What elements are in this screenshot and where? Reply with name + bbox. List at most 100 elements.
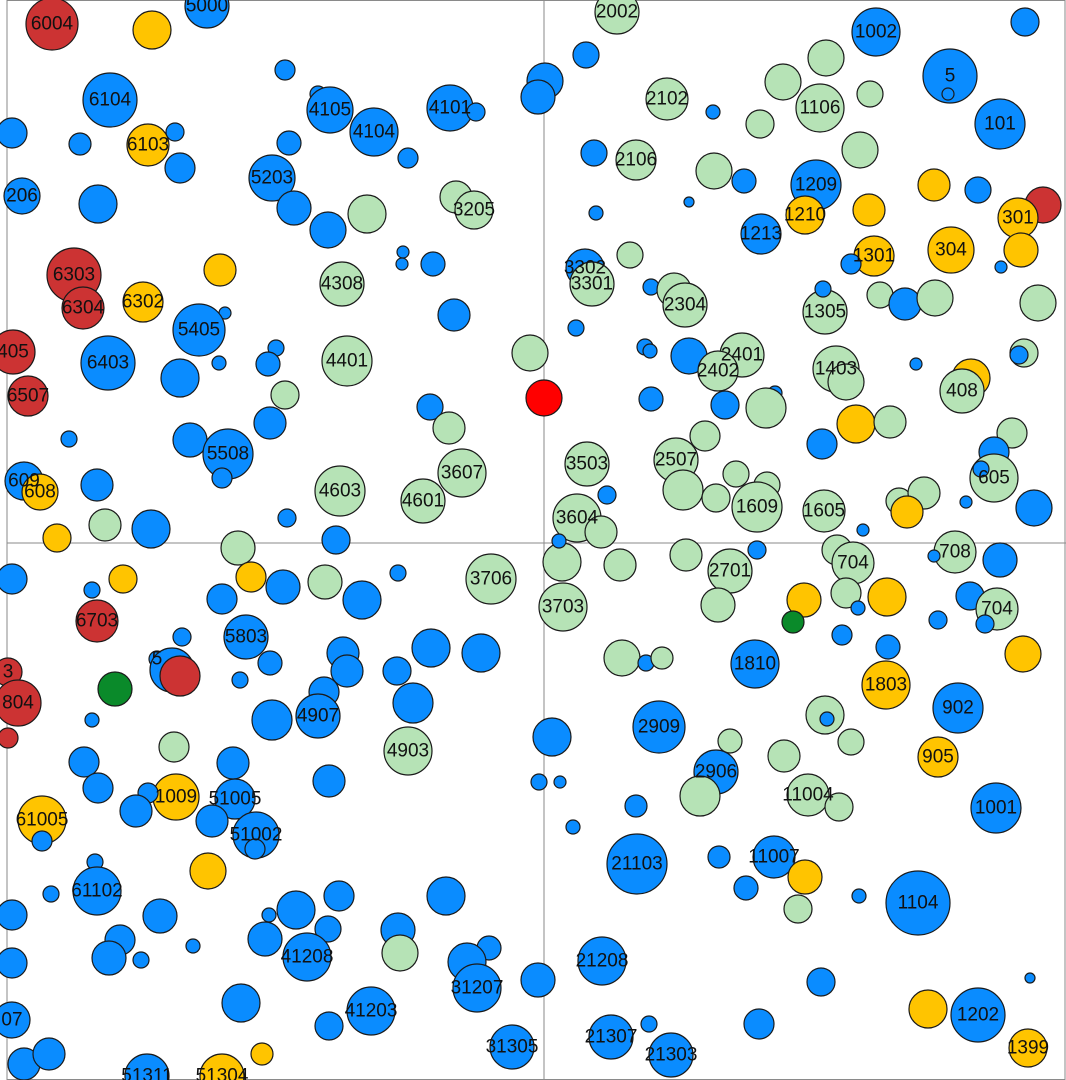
bubble-light-green-58[interactable] <box>88 508 122 542</box>
bubble-1810[interactable] <box>730 639 780 689</box>
bubble-blue-126[interactable] <box>638 386 664 412</box>
bubble-yellow-282[interactable] <box>787 859 823 895</box>
bubble-4401[interactable] <box>321 335 373 387</box>
bubble-blue-147[interactable] <box>959 495 973 509</box>
bubble-blue-243[interactable] <box>982 542 1018 578</box>
bubble-blue-211[interactable] <box>314 915 342 943</box>
bubble-blue-46[interactable] <box>416 393 444 421</box>
bubble-light-green-255[interactable] <box>603 639 641 677</box>
bubble-blue-16[interactable] <box>397 147 419 169</box>
bubble-41208[interactable] <box>282 932 332 982</box>
bubble-red-172[interactable] <box>0 727 19 749</box>
bubble-light-green-63[interactable] <box>511 334 549 372</box>
bubble-blue-178[interactable] <box>382 656 412 686</box>
bubble-6103[interactable] <box>126 123 170 167</box>
bubble-31305[interactable] <box>489 1024 535 1070</box>
bubble-blue-293[interactable] <box>1024 972 1036 984</box>
bubble-light-green-273[interactable] <box>824 792 854 822</box>
bubble-blue-242[interactable] <box>927 549 941 563</box>
bubble-blue-11[interactable] <box>68 132 92 156</box>
bubble-blue-71[interactable] <box>1010 7 1040 37</box>
bubble-light-green-264[interactable] <box>837 728 865 756</box>
bubble-blue-114[interactable] <box>642 343 658 359</box>
bubble-1301[interactable] <box>853 235 895 277</box>
bubble-blue-263[interactable] <box>819 711 835 727</box>
bubble-3706[interactable] <box>465 553 517 605</box>
bubble-1001[interactable] <box>970 782 1022 834</box>
bubble-blue-158[interactable] <box>265 569 301 605</box>
bubble-blue-277[interactable] <box>565 819 581 835</box>
bubble-light-green-217[interactable] <box>381 934 419 972</box>
bubble-light-green-233[interactable] <box>669 538 703 572</box>
bubble-blue-194[interactable] <box>119 794 153 828</box>
bubble-blue-20[interactable] <box>276 190 312 226</box>
bubble-3205[interactable] <box>454 190 494 230</box>
bubble-5405[interactable] <box>172 303 226 357</box>
bubble-blue-187[interactable] <box>68 746 100 778</box>
bubble-3703[interactable] <box>538 582 588 632</box>
bubble-blue-177[interactable] <box>330 654 364 688</box>
bubble-blue-218[interactable] <box>0 947 28 979</box>
bubble-blue-40[interactable] <box>211 355 227 371</box>
bubble-blue-102[interactable] <box>840 253 862 275</box>
bubble-1002[interactable] <box>851 7 901 57</box>
bubble-yellow-25[interactable] <box>203 253 237 287</box>
bubble-yellow-294[interactable] <box>908 989 948 1029</box>
bubble-blue-154[interactable] <box>0 563 28 595</box>
bubble-light-green-109[interactable] <box>1019 284 1057 322</box>
bubble-yellow-259[interactable] <box>1004 635 1042 673</box>
bubble-blue-298[interactable] <box>640 1015 658 1033</box>
bubble-light-green-75[interactable] <box>856 80 884 108</box>
bubble-light-green-137[interactable] <box>662 469 704 511</box>
bubble-green-173[interactable] <box>97 671 133 707</box>
bubble-1202[interactable] <box>950 987 1006 1043</box>
bubble-blue-207[interactable] <box>323 880 355 912</box>
bubble-yellow-104[interactable] <box>1003 232 1039 268</box>
bubble-21303[interactable] <box>648 1032 694 1078</box>
bubble-blue-283[interactable] <box>733 875 759 901</box>
bubble-blue-13[interactable] <box>165 122 185 142</box>
bubble-blue-60[interactable] <box>277 508 297 528</box>
bubble-yellow-1[interactable] <box>132 10 172 50</box>
bubble-blue-39[interactable] <box>255 351 281 377</box>
bubble-blue-19[interactable] <box>78 184 118 224</box>
bubble-blue-210[interactable] <box>276 890 316 930</box>
bubble-yellow-155[interactable] <box>108 564 138 594</box>
bubble-blue-209[interactable] <box>261 907 277 923</box>
bubble-4104[interactable] <box>349 107 399 157</box>
bubble-1399[interactable] <box>1008 1028 1048 1068</box>
bubble-blue-191[interactable] <box>312 764 346 798</box>
bubble-blue-253[interactable] <box>831 624 853 646</box>
bubble-blue-160[interactable] <box>342 580 382 620</box>
bubble-blue-49[interactable] <box>172 422 208 458</box>
bubble-blue-206[interactable] <box>142 898 178 934</box>
bubble-21208[interactable] <box>577 936 627 986</box>
bubble-21307[interactable] <box>588 1014 634 1060</box>
bubble-blue-213[interactable] <box>185 938 201 954</box>
bubble-6703[interactable] <box>75 599 119 643</box>
bubble-207[interactable] <box>0 1001 31 1039</box>
bubble-blue-292[interactable] <box>806 967 836 997</box>
bubble-blue-200[interactable] <box>31 830 53 852</box>
bubble-bright-red-302[interactable] <box>525 379 563 417</box>
bubble-light-green-232[interactable] <box>603 548 637 582</box>
bubble-blue-179[interactable] <box>411 628 451 668</box>
bubble-yellow-157[interactable] <box>235 561 267 593</box>
bubble-3503[interactable] <box>564 441 610 487</box>
bubble-blue-107[interactable] <box>888 287 922 321</box>
bubble-5000[interactable] <box>184 0 230 29</box>
bubble-light-green-80[interactable] <box>841 131 879 169</box>
bubble-6304[interactable] <box>61 286 105 330</box>
bubble-blue-278[interactable] <box>624 794 648 818</box>
bubble-yellow-86[interactable] <box>917 168 951 202</box>
bubble-blue-250[interactable] <box>928 610 948 630</box>
bubble-101[interactable] <box>974 98 1026 150</box>
bubble-3607[interactable] <box>437 448 487 498</box>
bubble-blue-112[interactable] <box>567 319 585 337</box>
bubble-61102[interactable] <box>72 866 122 916</box>
bubble-blue-276[interactable] <box>553 775 567 789</box>
bubble-blue-219[interactable] <box>91 940 127 976</box>
bubble-4907[interactable] <box>295 693 341 739</box>
bubble-blue-220[interactable] <box>132 951 150 969</box>
bubble-light-green-83[interactable] <box>695 152 733 190</box>
